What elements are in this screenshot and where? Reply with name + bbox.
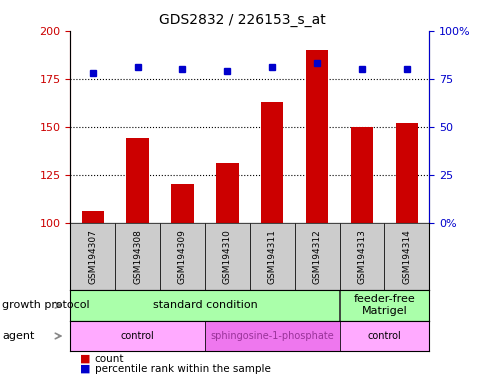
Text: agent: agent: [2, 331, 35, 341]
Bar: [171, 184, 193, 223]
Bar: [216, 163, 238, 223]
Bar: [339, 290, 428, 321]
Text: sphingosine-1-phosphate: sphingosine-1-phosphate: [210, 331, 333, 341]
Bar: [70, 223, 115, 290]
Text: growth protocol: growth protocol: [2, 300, 90, 310]
Bar: [260, 102, 283, 223]
Bar: [339, 223, 384, 290]
Text: control: control: [121, 331, 154, 341]
Bar: [305, 50, 328, 223]
Bar: [350, 127, 372, 223]
Text: feeder-free
Matrigel: feeder-free Matrigel: [353, 295, 414, 316]
Text: GSM194313: GSM194313: [357, 229, 366, 284]
Bar: [294, 223, 339, 290]
Bar: [395, 123, 417, 223]
Bar: [70, 321, 204, 351]
Text: GSM194312: GSM194312: [312, 229, 321, 284]
Bar: [126, 138, 149, 223]
Bar: [115, 223, 160, 290]
Text: count: count: [94, 354, 124, 364]
Text: standard condition: standard condition: [152, 300, 257, 310]
Text: GSM194311: GSM194311: [267, 229, 276, 284]
Bar: [339, 321, 428, 351]
Text: GSM194309: GSM194309: [178, 229, 187, 284]
Text: GDS2832 / 226153_s_at: GDS2832 / 226153_s_at: [159, 13, 325, 27]
Bar: [383, 223, 428, 290]
Text: percentile rank within the sample: percentile rank within the sample: [94, 364, 270, 374]
Text: GSM194310: GSM194310: [222, 229, 231, 284]
Bar: [160, 223, 204, 290]
Bar: [204, 223, 249, 290]
Bar: [81, 211, 104, 223]
Text: GSM194307: GSM194307: [88, 229, 97, 284]
Text: control: control: [367, 331, 400, 341]
Bar: [70, 290, 339, 321]
Bar: [249, 223, 294, 290]
Text: GSM194314: GSM194314: [401, 229, 410, 284]
Text: ■: ■: [80, 354, 91, 364]
Bar: [204, 321, 339, 351]
Text: GSM194308: GSM194308: [133, 229, 142, 284]
Text: ■: ■: [80, 364, 91, 374]
